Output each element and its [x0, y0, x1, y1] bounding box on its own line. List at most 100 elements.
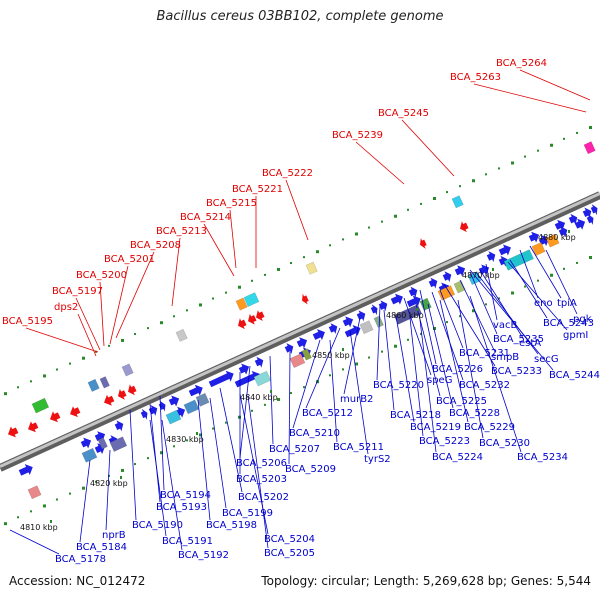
leader-line	[343, 317, 361, 395]
forward-gene-shape	[234, 370, 260, 388]
gene-block-body	[27, 485, 42, 500]
gene-label: BCA_5211	[333, 442, 384, 453]
gene-block-body	[453, 280, 466, 294]
gene-label: BCA_5231	[459, 348, 510, 359]
track-dot	[576, 261, 578, 264]
reverse-gene	[104, 394, 115, 406]
track-dot	[30, 380, 32, 383]
track-dot	[290, 392, 292, 395]
gene-label: BCA_5203	[236, 474, 287, 485]
position-ticks: 4810 kbp 4820 kbp 4830 kbp 4840 kbp 4850 kbp…	[20, 230, 576, 532]
forward-gene-shape	[528, 231, 540, 243]
forward-gene-shape	[296, 337, 308, 349]
track-dot	[56, 498, 58, 501]
forward-gene-shape	[590, 204, 598, 216]
forward-gene-shape	[586, 214, 594, 225]
gene-label: BCA_5245	[378, 108, 429, 119]
track-dot	[537, 149, 539, 152]
track-dot	[511, 161, 514, 165]
reverse-gene	[70, 406, 81, 418]
reverse-gene-shape	[238, 318, 247, 330]
gene-block	[289, 353, 306, 369]
tick-label: 4830 kbp	[166, 435, 204, 444]
track-dot	[4, 522, 7, 526]
tick-label: 4810 kbp	[20, 523, 58, 532]
forward-gene-shape	[80, 437, 92, 449]
gene-label: BCA_5232	[459, 380, 510, 391]
gene-label: BCA_5190	[132, 520, 183, 531]
leader-line	[427, 303, 454, 409]
track-dot	[420, 202, 422, 205]
forward-gene	[296, 337, 308, 349]
forward-gene-shape	[208, 370, 234, 388]
gene-block	[301, 348, 312, 361]
leader-line	[349, 329, 369, 455]
gene-label: BCA_5202	[238, 492, 289, 503]
track-dot	[30, 510, 32, 513]
gene-label: BCA_5198	[206, 520, 257, 531]
gene-block-body	[289, 353, 306, 369]
track-dot	[173, 445, 175, 448]
track-dot	[342, 238, 344, 241]
leader-line	[507, 261, 568, 331]
forward-gene	[590, 204, 598, 216]
leader-line	[171, 237, 181, 307]
gene-block	[545, 233, 560, 248]
track-dot	[95, 350, 97, 353]
track-dot	[524, 155, 526, 158]
track-dot	[563, 267, 565, 270]
gene-label: BCA_5219	[410, 422, 461, 433]
leader-line	[383, 309, 395, 411]
track-dot	[108, 344, 110, 347]
gene-block	[99, 376, 110, 389]
gene-block-body	[503, 249, 534, 271]
gene-label: BCA_5195	[2, 316, 53, 327]
forward-gene	[158, 400, 166, 412]
track-dot	[407, 338, 409, 341]
gene-block-body	[31, 397, 50, 414]
leader-line	[129, 409, 137, 521]
track-dot	[550, 273, 553, 277]
track-dot	[394, 214, 397, 218]
accession-text: Accession: NC_012472	[9, 574, 146, 588]
leader-line	[269, 355, 274, 445]
tick-label: 4880 kbp	[538, 233, 576, 242]
track-dot	[277, 397, 280, 401]
gene-label: secG	[534, 354, 559, 365]
gene-block	[419, 297, 432, 311]
leader-line	[479, 269, 524, 339]
leader-line	[439, 299, 469, 423]
leader-line	[469, 271, 498, 335]
track-dot	[394, 344, 397, 348]
track-dot	[368, 356, 370, 359]
gene-label: BCA_5235	[493, 334, 544, 345]
tick-label: 4850 kbp	[312, 351, 350, 360]
tick-mark	[416, 308, 418, 311]
forward-gene-shape	[114, 420, 124, 432]
reverse-gene	[302, 293, 309, 305]
track-dot	[212, 427, 214, 430]
leader-line	[229, 209, 237, 269]
track-dot	[355, 362, 358, 366]
track-dot	[277, 267, 280, 271]
track-dot	[303, 256, 305, 259]
forward-gene-shape	[390, 293, 403, 305]
forward-gene-shape	[370, 304, 378, 316]
track-dot	[160, 321, 163, 325]
leader-line	[457, 299, 484, 439]
forward-gene-shape	[312, 329, 325, 341]
track-dot	[186, 309, 188, 312]
track-dot	[121, 468, 124, 472]
gene-label: BCA_5230	[479, 438, 530, 449]
forward-gene	[208, 370, 234, 388]
leader-line	[469, 269, 554, 371]
gene-label: BCA_5193	[156, 502, 207, 513]
forward-gene-shape	[498, 255, 508, 267]
forward-gene	[498, 244, 511, 256]
track-dot	[199, 433, 202, 437]
gene-block	[359, 320, 374, 335]
gene-label: pgk	[573, 314, 592, 325]
reverse-gene-shape	[302, 293, 309, 305]
gene-label: BCA_5194	[160, 490, 211, 501]
gene-labels: BCA_5264 BCA_5263 BCA_5245 BCA_5239 BCA_5222…	[2, 58, 600, 565]
